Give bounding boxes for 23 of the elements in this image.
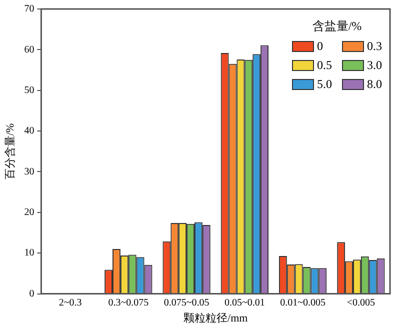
y-tick-label: 60 — [24, 44, 34, 56]
y-tick-label: 30 — [24, 166, 34, 178]
x-axis-title: 颗粒粒径/mm — [184, 312, 248, 324]
y-tick-label: 10 — [24, 248, 34, 259]
y-axis-title: 百分含量/% — [3, 123, 16, 180]
x-tick-label: 0.01~0.005 — [280, 297, 326, 308]
x-tick-label: 0.075~0.05 — [164, 297, 210, 308]
legend-label: 0.3 — [367, 39, 382, 54]
legend-title: 含盐量/% — [311, 18, 363, 35]
legend-label: 0.5 — [317, 58, 332, 73]
x-tick-label: 0.3~0.075 — [108, 297, 149, 308]
x-tick-label: <0.005 — [346, 297, 376, 308]
y-tick-label: 70 — [24, 4, 34, 15]
y-tick-label: 0 — [29, 288, 34, 300]
legend-label: 5.0 — [317, 77, 332, 92]
x-tick-label: 2~0.3 — [58, 297, 82, 308]
legend-label: 0 — [317, 39, 323, 54]
x-tick-label: 0.05~0.01 — [224, 297, 265, 308]
y-tick-label: 20 — [24, 207, 34, 218]
y-tick-label: 40 — [24, 126, 34, 137]
legend-label: 8.0 — [367, 77, 382, 92]
legend-label: 3.0 — [367, 58, 382, 73]
y-tick-label: 50 — [24, 84, 34, 96]
